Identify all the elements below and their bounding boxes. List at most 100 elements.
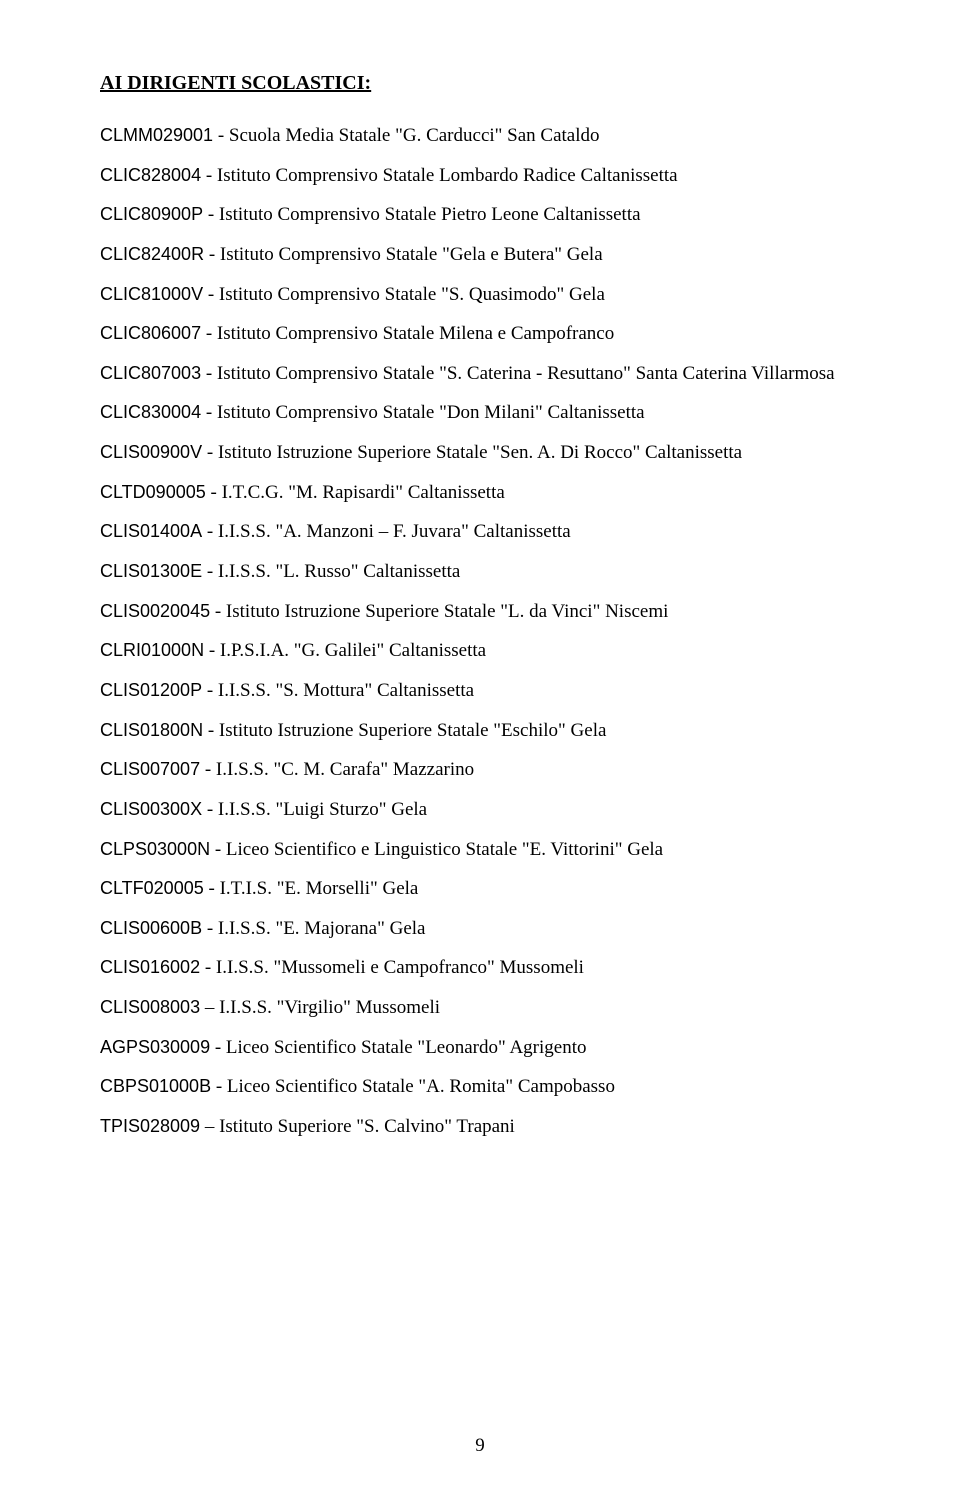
entry-description: Istituto Istruzione Superiore Statale "E… (219, 720, 607, 741)
entry-code: CLRI01000N (100, 640, 204, 660)
entry-description: Istituto Comprensivo Statale Pietro Leon… (219, 204, 641, 225)
entry-row: CLIS007007 - I.I.S.S. "C. M. Carafa" Maz… (100, 757, 860, 783)
entry-description: Istituto Comprensivo Statale Milena e Ca… (217, 323, 614, 344)
entry-separator: - (204, 878, 220, 899)
entry-description: Istituto Comprensivo Statale "Don Milani… (217, 402, 645, 423)
entry-separator: - (200, 759, 216, 780)
entry-separator: - (202, 918, 218, 939)
entry-code: CLIS01400A (100, 521, 202, 541)
entry-description: Istituto Istruzione Superiore Statale "S… (218, 442, 742, 463)
entry-code: CLTF020005 (100, 878, 204, 898)
entry-description: I.I.S.S. "L. Russo" Caltanissetta (218, 561, 460, 582)
entry-description: I.I.S.S. "C. M. Carafa" Mazzarino (216, 759, 474, 780)
entry-row: CLIC80900P - Istituto Comprensivo Statal… (100, 202, 860, 228)
entry-code: CLMM029001 (100, 125, 213, 145)
entry-description: Liceo Scientifico Statale "A. Romita" Ca… (227, 1076, 615, 1097)
entry-code: CLIC82400R (100, 244, 204, 264)
entry-code: CLIS00300X (100, 799, 202, 819)
entry-row: CBPS01000B - Liceo Scientifico Statale "… (100, 1074, 860, 1100)
entry-separator: – (200, 997, 219, 1018)
entry-description: I.T.C.G. "M. Rapisardi" Caltanissetta (222, 482, 505, 503)
entry-description: I.I.S.S. "Luigi Sturzo" Gela (218, 799, 427, 820)
entry-description: I.I.S.S. "A. Manzoni – F. Juvara" Caltan… (218, 521, 571, 542)
entry-separator: - (201, 402, 217, 423)
entry-description: I.T.I.S. "E. Morselli" Gela (220, 878, 419, 899)
entry-row: CLIS01300E - I.I.S.S. "L. Russo" Caltani… (100, 559, 860, 585)
entry-description: Scuola Media Statale "G. Carducci" San C… (229, 125, 600, 146)
entry-code: CBPS01000B (100, 1076, 211, 1096)
entry-code: CLPS03000N (100, 839, 210, 859)
entry-description: Liceo Scientifico e Linguistico Statale … (226, 839, 663, 860)
entry-code: TPIS028009 (100, 1116, 200, 1136)
entry-description: Istituto Superiore "S. Calvino" Trapani (219, 1116, 515, 1137)
entry-row: CLIC81000V - Istituto Comprensivo Statal… (100, 282, 860, 308)
entry-separator: - (203, 204, 219, 225)
entry-code: CLIS007007 (100, 759, 200, 779)
entry-description: Istituto Comprensivo Statale "S. Caterin… (217, 363, 835, 384)
entry-row: CLTD090005 - I.T.C.G. "M. Rapisardi" Cal… (100, 480, 860, 506)
entry-code: CLIC828004 (100, 165, 201, 185)
entry-row: AGPS030009 - Liceo Scientifico Statale "… (100, 1035, 860, 1061)
entry-description: Istituto Istruzione Superiore Statale "L… (226, 601, 668, 622)
page-heading: AI DIRIGENTI SCOLASTICI: (100, 72, 860, 95)
entry-row: CLIS01200P - I.I.S.S. "S. Mottura" Calta… (100, 678, 860, 704)
entry-separator: - (201, 323, 217, 344)
entry-description: I.I.S.S. "Mussomeli e Campofranco" Musso… (216, 957, 584, 978)
entry-code: CLIS008003 (100, 997, 200, 1017)
entry-description: Istituto Comprensivo Statale "Gela e But… (220, 244, 603, 265)
entry-row: CLIS00300X - I.I.S.S. "Luigi Sturzo" Gel… (100, 797, 860, 823)
entry-code: CLIC80900P (100, 204, 203, 224)
entry-row: CLMM029001 - Scuola Media Statale "G. Ca… (100, 123, 860, 149)
entry-code: CLIS0020045 (100, 601, 210, 621)
entry-row: CLIC806007 - Istituto Comprensivo Statal… (100, 321, 860, 347)
entry-code: CLIC830004 (100, 402, 201, 422)
entry-separator: – (200, 1116, 219, 1137)
entry-row: CLPS03000N - Liceo Scientifico e Linguis… (100, 837, 860, 863)
entry-separator: - (202, 799, 218, 820)
entry-row: CLIS01400A - I.I.S.S. "A. Manzoni – F. J… (100, 519, 860, 545)
entry-code: CLIS01800N (100, 720, 203, 740)
entry-separator: - (203, 284, 219, 305)
entry-description: I.P.S.I.A. "G. Galilei" Caltanissetta (220, 640, 486, 661)
entry-separator: - (213, 125, 229, 146)
entry-description: Istituto Comprensivo Statale Lombardo Ra… (217, 165, 678, 186)
entry-row: CLIC830004 - Istituto Comprensivo Statal… (100, 400, 860, 426)
entry-code: CLIC806007 (100, 323, 201, 343)
entry-description: I.I.S.S. "Virgilio" Mussomeli (219, 997, 440, 1018)
entry-separator: - (202, 521, 218, 542)
entry-row: TPIS028009 – Istituto Superiore "S. Calv… (100, 1114, 860, 1140)
entry-row: CLRI01000N - I.P.S.I.A. "G. Galilei" Cal… (100, 638, 860, 664)
entry-code: CLIS00900V (100, 442, 202, 462)
entry-separator: - (204, 640, 220, 661)
entry-separator: - (210, 839, 226, 860)
entry-row: CLIC828004 - Istituto Comprensivo Statal… (100, 163, 860, 189)
entry-row: CLIS01800N - Istituto Istruzione Superio… (100, 718, 860, 744)
entry-row: CLIS0020045 - Istituto Istruzione Superi… (100, 599, 860, 625)
entry-row: CLIC82400R - Istituto Comprensivo Statal… (100, 242, 860, 268)
entry-code: CLIS01300E (100, 561, 202, 581)
entry-separator: - (210, 601, 226, 622)
entry-code: CLIS01200P (100, 680, 202, 700)
entry-code: CLIS016002 (100, 957, 200, 977)
entry-description: I.I.S.S. "E. Majorana" Gela (218, 918, 426, 939)
entry-separator: - (206, 482, 222, 503)
entry-description: I.I.S.S. "S. Mottura" Caltanissetta (218, 680, 474, 701)
entry-row: CLIS00600B - I.I.S.S. "E. Majorana" Gela (100, 916, 860, 942)
entry-code: CLTD090005 (100, 482, 206, 502)
entry-separator: - (202, 442, 218, 463)
entry-separator: - (202, 561, 218, 582)
entry-row: CLIS00900V - Istituto Istruzione Superio… (100, 440, 860, 466)
entry-separator: - (201, 363, 217, 384)
entry-code: AGPS030009 (100, 1037, 210, 1057)
entry-separator: - (204, 244, 220, 265)
entries-list: CLMM029001 - Scuola Media Statale "G. Ca… (100, 123, 860, 1140)
entry-code: CLIC807003 (100, 363, 201, 383)
entry-separator: - (210, 1037, 226, 1058)
entry-separator: - (203, 720, 219, 741)
entry-code: CLIC81000V (100, 284, 203, 304)
entry-row: CLIS008003 – I.I.S.S. "Virgilio" Mussome… (100, 995, 860, 1021)
entry-code: CLIS00600B (100, 918, 202, 938)
entry-row: CLIC807003 - Istituto Comprensivo Statal… (100, 361, 860, 387)
entry-row: CLTF020005 - I.T.I.S. "E. Morselli" Gela (100, 876, 860, 902)
entry-separator: - (200, 957, 216, 978)
